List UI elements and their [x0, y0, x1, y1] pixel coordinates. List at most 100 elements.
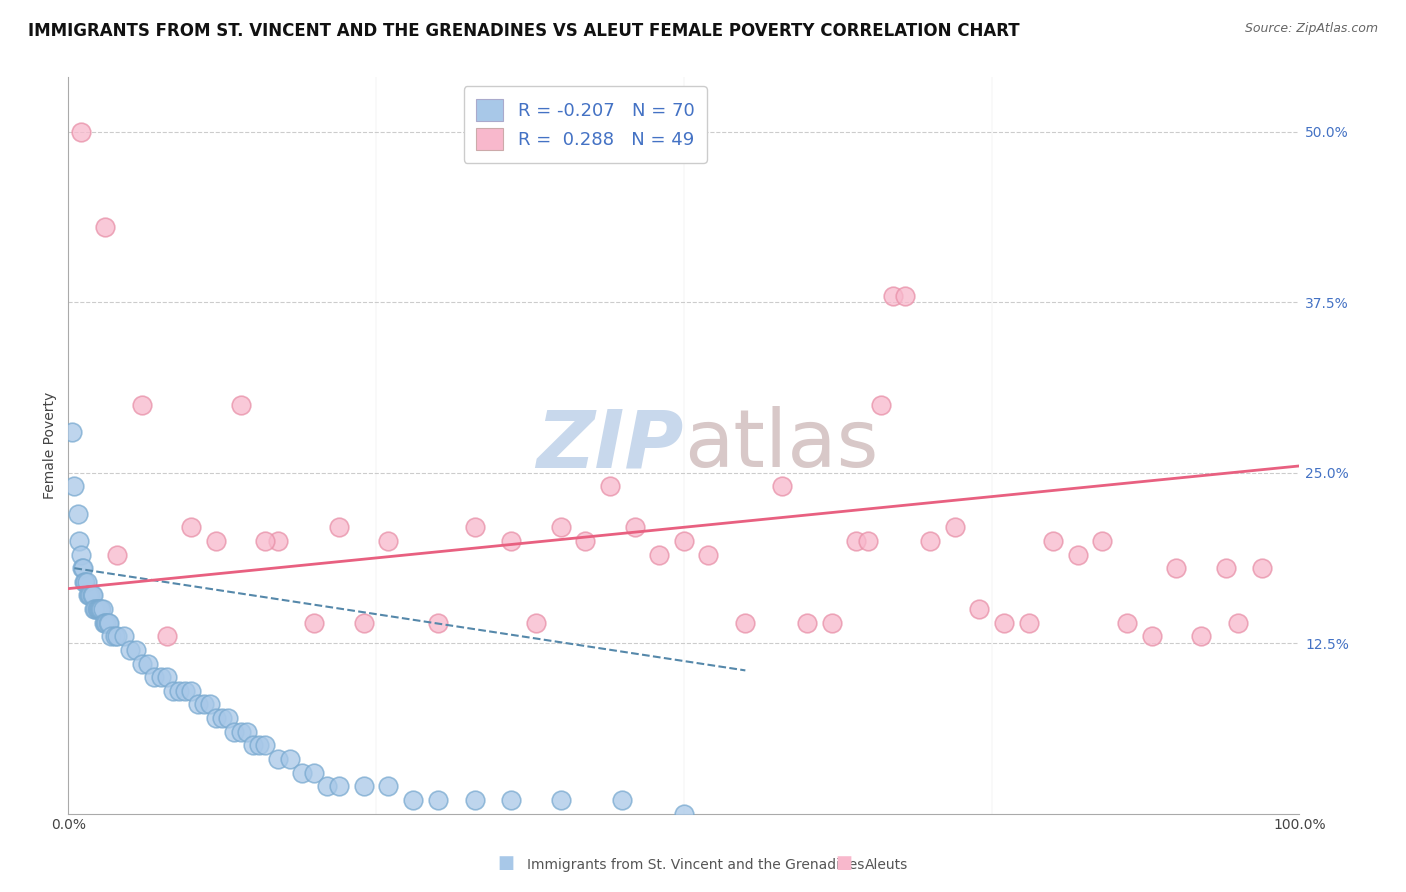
Point	[501, 793, 523, 807]
Point	[86, 602, 108, 616]
Point	[93, 615, 115, 630]
Point	[131, 657, 153, 671]
Point	[734, 615, 756, 630]
Point	[107, 629, 129, 643]
Point	[1067, 548, 1090, 562]
Point	[328, 520, 350, 534]
Point	[1116, 615, 1139, 630]
Point	[91, 602, 114, 616]
Point	[463, 793, 485, 807]
Point	[1226, 615, 1249, 630]
Point	[524, 615, 547, 630]
Point	[1215, 561, 1237, 575]
Point	[180, 684, 202, 698]
Point	[1166, 561, 1188, 575]
Point	[83, 602, 105, 616]
Point	[80, 589, 103, 603]
Point	[107, 548, 129, 562]
Point	[1251, 561, 1274, 575]
Point	[75, 574, 97, 589]
Point	[77, 589, 100, 603]
Point	[845, 533, 868, 548]
Point	[87, 602, 110, 616]
Point	[76, 574, 98, 589]
Point	[623, 520, 645, 534]
Point	[353, 615, 375, 630]
Y-axis label: Female Poverty: Female Poverty	[44, 392, 58, 500]
Point	[77, 589, 100, 603]
Point	[90, 602, 112, 616]
Point	[125, 643, 148, 657]
Point	[242, 739, 264, 753]
Point	[235, 724, 257, 739]
Text: ■: ■	[835, 855, 852, 872]
Point	[224, 724, 246, 739]
Point	[1140, 629, 1163, 643]
Point	[304, 765, 326, 780]
Text: Aleuts: Aleuts	[865, 858, 908, 872]
Point	[69, 125, 91, 139]
Point	[198, 698, 221, 712]
Point	[174, 684, 197, 698]
Point	[89, 602, 111, 616]
Point	[463, 520, 485, 534]
Point	[156, 670, 179, 684]
Point	[84, 602, 107, 616]
Point	[291, 765, 314, 780]
Point	[820, 615, 842, 630]
Text: ■: ■	[498, 855, 515, 872]
Point	[672, 806, 695, 821]
Point	[550, 520, 572, 534]
Point	[969, 602, 991, 616]
Point	[648, 548, 671, 562]
Point	[353, 779, 375, 793]
Point	[156, 629, 179, 643]
Point	[599, 479, 621, 493]
Point	[328, 779, 350, 793]
Text: Source: ZipAtlas.com: Source: ZipAtlas.com	[1244, 22, 1378, 36]
Point	[60, 425, 83, 439]
Point	[94, 220, 117, 235]
Point	[100, 629, 122, 643]
Point	[104, 629, 127, 643]
Point	[149, 670, 172, 684]
Point	[574, 533, 596, 548]
Point	[1091, 533, 1114, 548]
Point	[550, 793, 572, 807]
Point	[94, 615, 117, 630]
Point	[697, 548, 720, 562]
Point	[426, 615, 449, 630]
Point	[167, 684, 190, 698]
Point	[377, 779, 399, 793]
Text: Immigrants from St. Vincent and the Grenadines: Immigrants from St. Vincent and the Gren…	[527, 858, 865, 872]
Point	[72, 561, 94, 575]
Point	[217, 711, 239, 725]
Point	[69, 548, 91, 562]
Point	[73, 574, 96, 589]
Text: atlas: atlas	[683, 407, 879, 484]
Point	[943, 520, 966, 534]
Point	[131, 398, 153, 412]
Point	[205, 711, 228, 725]
Point	[67, 507, 90, 521]
Point	[501, 533, 523, 548]
Point	[266, 533, 288, 548]
Point	[894, 288, 917, 302]
Point	[612, 793, 634, 807]
Point	[67, 533, 90, 548]
Point	[229, 398, 252, 412]
Point	[143, 670, 166, 684]
Point	[858, 533, 880, 548]
Point	[278, 752, 301, 766]
Point	[266, 752, 288, 766]
Point	[426, 793, 449, 807]
Point	[180, 520, 202, 534]
Point	[162, 684, 184, 698]
Legend: R = -0.207   N = 70, R =  0.288   N = 49: R = -0.207 N = 70, R = 0.288 N = 49	[464, 87, 707, 163]
Point	[70, 561, 93, 575]
Point	[1042, 533, 1064, 548]
Point	[770, 479, 793, 493]
Point	[193, 698, 215, 712]
Point	[796, 615, 818, 630]
Point	[79, 589, 101, 603]
